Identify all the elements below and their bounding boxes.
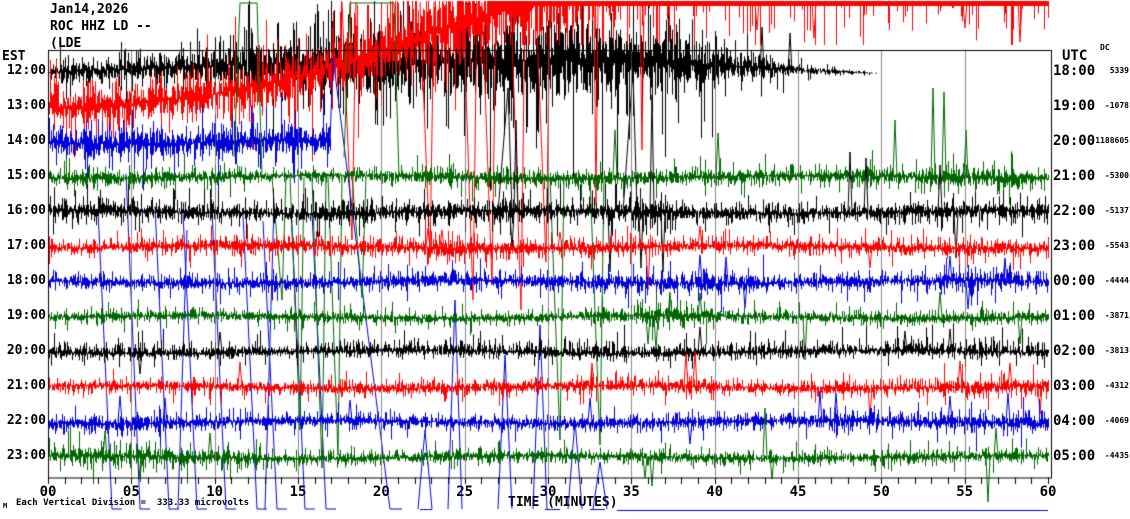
seismogram-canvas (0, 0, 1130, 519)
helicorder-screen: Jan14,2026 ROC HHZ LD -- (LDE EST UTC DC… (0, 0, 1130, 519)
